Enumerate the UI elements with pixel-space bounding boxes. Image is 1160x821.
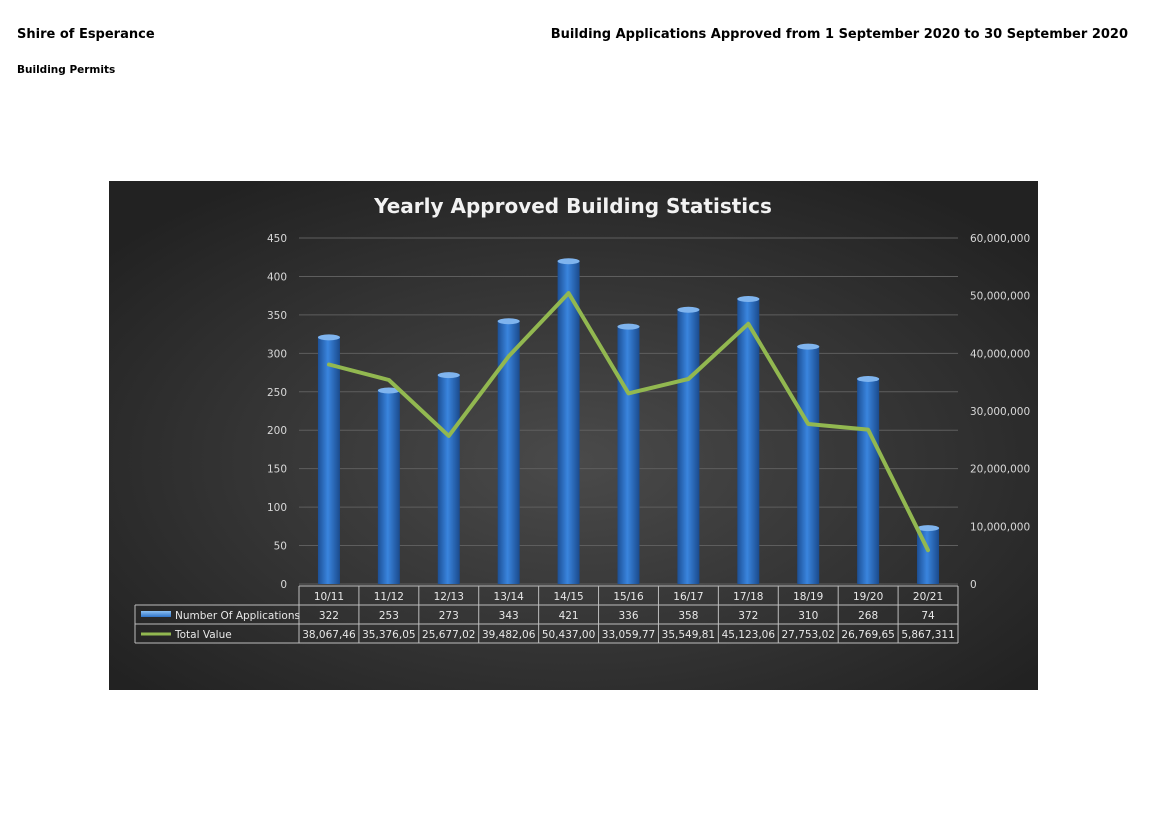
right-tick-label: 0 <box>970 579 977 591</box>
bar-cap <box>317 334 340 341</box>
right-axis: 0 10,000,000 20,000,000 30,000,000 40,000,00… <box>970 233 1030 591</box>
category-label: 10/11 <box>314 591 344 603</box>
chart-title: Yearly Approved Building Statistics <box>373 194 772 218</box>
legend-label-applications: Number Of Applications <box>175 610 300 622</box>
bar-18/19 <box>797 345 820 584</box>
category-label: 16/17 <box>673 591 703 603</box>
total-value-value: 27,753,02 <box>782 629 835 641</box>
bar-cap <box>677 306 700 313</box>
left-tick-label: 450 <box>267 233 287 245</box>
category-label: 18/19 <box>793 591 823 603</box>
legend-label-total-value: Total Value <box>174 629 232 641</box>
bar-12/13 <box>437 374 460 584</box>
category-label: 17/18 <box>733 591 763 603</box>
left-axis: 0 50 100 150 200 250 300 350 400 450 <box>267 233 287 591</box>
left-tick-label: 300 <box>267 348 287 360</box>
bar-cap <box>617 323 640 330</box>
left-tick-label: 50 <box>274 541 287 553</box>
right-tick-label: 10,000,000 <box>970 521 1030 533</box>
legend-swatch-applications <box>141 611 171 617</box>
applications-value: 74 <box>921 610 935 622</box>
total-value-value: 25,677,02 <box>422 629 475 641</box>
applications-value: 336 <box>618 610 638 622</box>
total-value-value: 50,437,00 <box>542 629 595 641</box>
data-table: 10/11 11/12 12/13 13/14 14/15 15/16 16/17 17/18… <box>134 585 959 644</box>
bar-cap <box>857 375 880 382</box>
total-value-value: 26,769,65 <box>841 629 894 641</box>
right-tick-label: 60,000,000 <box>970 233 1030 245</box>
right-tick-label: 30,000,000 <box>970 406 1030 418</box>
total-value-value: 45,123,06 <box>722 629 776 641</box>
category-label: 13/14 <box>494 591 525 603</box>
applications-value: 343 <box>499 610 519 622</box>
left-tick-label: 350 <box>267 310 287 322</box>
total-value-value: 38,067,46 <box>302 629 356 641</box>
org-name: Shire of Esperance <box>17 27 155 42</box>
left-tick-label: 150 <box>267 464 287 476</box>
bar-14/15 <box>557 260 580 584</box>
category-label: 11/12 <box>374 591 404 603</box>
applications-value: 310 <box>798 610 818 622</box>
left-tick-label: 250 <box>267 387 287 399</box>
bar-16/17 <box>677 308 700 584</box>
total-value-value: 5,867,311 <box>901 629 954 641</box>
bar-cap <box>497 318 520 325</box>
bar-15/16 <box>617 325 640 584</box>
left-tick-label: 0 <box>280 579 287 591</box>
right-tick-label: 20,000,000 <box>970 464 1030 476</box>
chart-panel: Yearly Approved Building Statistics 0 50 1… <box>109 181 1038 690</box>
applications-value: 268 <box>858 610 878 622</box>
right-tick-label: 40,000,000 <box>970 348 1030 360</box>
bar-19/20 <box>857 377 880 584</box>
bar-17/18 <box>737 297 760 584</box>
total-value-value: 33,059,77 <box>602 629 655 641</box>
bar-13/14 <box>497 320 520 584</box>
total-value-value: 35,376,05 <box>362 629 415 641</box>
total-value-line <box>327 291 930 553</box>
left-tick-label: 400 <box>267 271 287 283</box>
bar-cap <box>917 525 940 532</box>
chart-svg: Yearly Approved Building Statistics 0 50 1… <box>109 181 1038 690</box>
applications-value: 358 <box>678 610 698 622</box>
bar-cap <box>437 372 460 379</box>
line-series <box>327 291 930 553</box>
category-label: 20/21 <box>913 591 943 603</box>
bar-cap <box>737 295 760 302</box>
applications-value: 273 <box>439 610 459 622</box>
applications-value: 253 <box>379 610 399 622</box>
bar-cap <box>557 258 580 265</box>
category-label: 15/16 <box>613 591 644 603</box>
applications-value: 322 <box>319 610 339 622</box>
bar-cap <box>797 343 820 350</box>
total-value-value: 35,549,81 <box>662 629 715 641</box>
category-label: 14/15 <box>553 591 583 603</box>
right-tick-label: 50,000,000 <box>970 291 1030 303</box>
section-name: Building Permits <box>17 64 116 76</box>
bar-cap <box>377 387 400 394</box>
applications-value: 372 <box>738 610 758 622</box>
bar-10/11 <box>317 336 340 584</box>
applications-value: 421 <box>559 610 579 622</box>
total-value-value: 39,482,06 <box>482 629 536 641</box>
left-tick-label: 100 <box>267 502 287 514</box>
left-tick-label: 200 <box>267 425 287 437</box>
category-label: 19/20 <box>853 591 883 603</box>
category-label: 12/13 <box>434 591 464 603</box>
report-title: Building Applications Approved from 1 Se… <box>550 27 1128 42</box>
bar-11/12 <box>377 389 400 584</box>
